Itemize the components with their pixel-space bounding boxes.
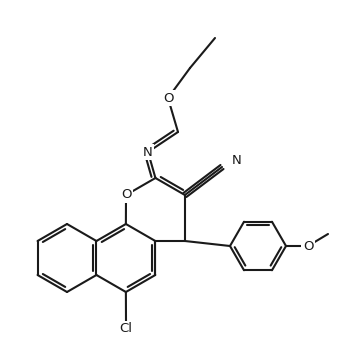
Text: O: O: [163, 92, 173, 105]
Text: O: O: [303, 239, 313, 252]
Text: O: O: [121, 189, 131, 201]
Text: N: N: [143, 145, 153, 158]
Text: Cl: Cl: [120, 322, 132, 335]
Text: N: N: [232, 155, 242, 168]
